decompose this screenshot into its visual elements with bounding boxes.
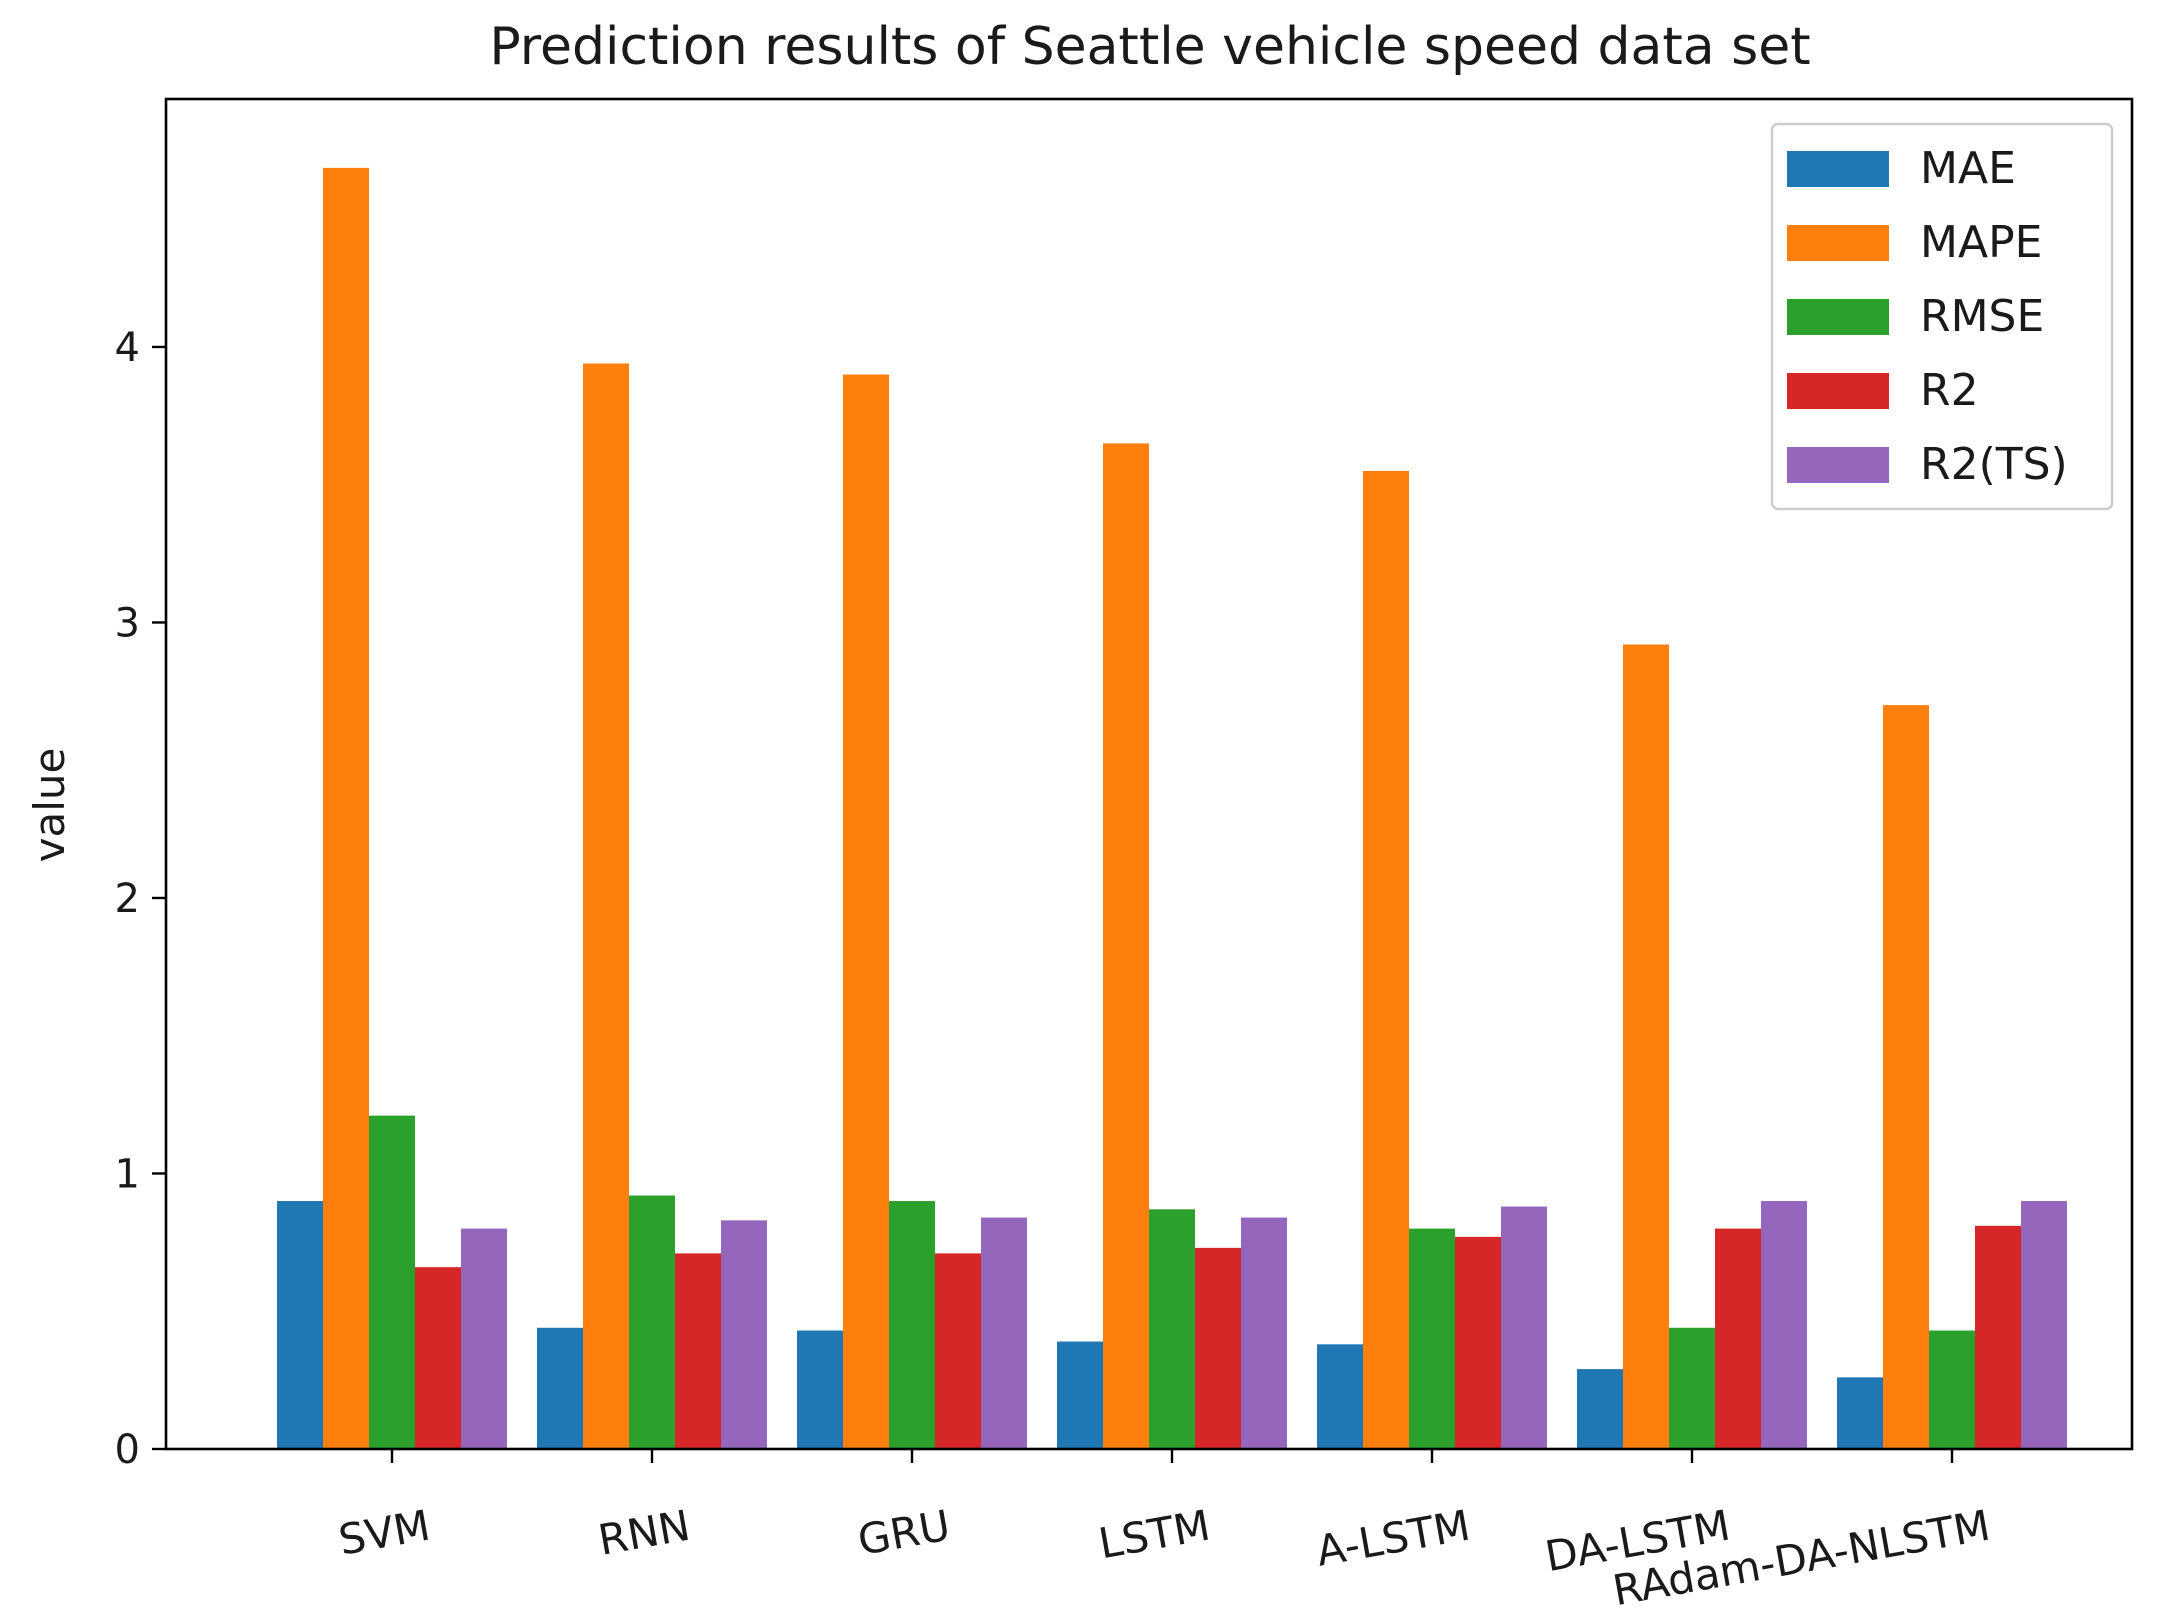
- x-tick-label: RNN: [595, 1501, 694, 1565]
- bar-r2-gru: [935, 1253, 981, 1449]
- bar-mae-lstm: [1057, 1341, 1103, 1449]
- bar-mae-gru: [797, 1330, 843, 1449]
- legend-swatch: [1787, 447, 1889, 483]
- plot-frame: [164, 97, 2134, 1451]
- y-tick-label: 2: [115, 876, 140, 922]
- x-tick-label: SVM: [335, 1501, 434, 1565]
- bar-r2-rnn: [675, 1253, 721, 1449]
- bar-rmse-svm: [369, 1115, 415, 1449]
- legend-box: [1770, 122, 2114, 511]
- bars-group: [277, 167, 2067, 1449]
- legend-label: R2: [1920, 365, 1979, 416]
- bar-mae-da-lstm: [1577, 1369, 1623, 1449]
- bar-r2-ts--svm: [461, 1228, 507, 1449]
- bar-mae-radam-da-nlstm: [1837, 1377, 1883, 1449]
- x-tick-label: GRU: [854, 1501, 954, 1565]
- bar-mape-a-lstm: [1363, 470, 1409, 1449]
- x-tick-label: LSTM: [1095, 1501, 1214, 1569]
- legend-label: MAPE: [1920, 217, 2042, 268]
- bar-r2-a-lstm: [1455, 1236, 1501, 1449]
- bar-rmse-da-lstm: [1669, 1327, 1715, 1449]
- bar-r2-da-lstm: [1715, 1228, 1761, 1449]
- bar-mape-lstm: [1103, 443, 1149, 1449]
- bar-mape-radam-da-nlstm: [1883, 705, 1929, 1449]
- bar-rmse-gru: [889, 1201, 935, 1449]
- bar-mape-svm: [323, 167, 369, 1449]
- legend-swatch: [1787, 373, 1889, 409]
- chart-title: Prediction results of Seattle vehicle sp…: [489, 17, 1810, 77]
- legend-swatch: [1787, 299, 1889, 335]
- y-ticks: 0 1 2 3 4: [115, 325, 166, 1473]
- bar-rmse-a-lstm: [1409, 1228, 1455, 1449]
- bar-mae-svm: [277, 1201, 323, 1449]
- bar-mape-da-lstm: [1623, 644, 1669, 1449]
- x-tick-label: A-LSTM: [1313, 1501, 1474, 1576]
- bar-r2-ts--gru: [981, 1217, 1027, 1449]
- bar-mape-gru: [843, 374, 889, 1449]
- legend-label: MAE: [1920, 143, 2016, 194]
- y-tick-label: 4: [115, 325, 140, 371]
- bar-r2-lstm: [1195, 1247, 1241, 1449]
- bar-mape-rnn: [583, 363, 629, 1449]
- bar-mae-a-lstm: [1317, 1344, 1363, 1449]
- legend-swatch: [1787, 225, 1889, 261]
- bar-mae-rnn: [537, 1327, 583, 1449]
- legend-swatch: [1787, 151, 1889, 187]
- legend: MAE MAPE RMSE R2 R2(TS): [1770, 122, 2114, 511]
- bar-r2-ts--da-lstm: [1761, 1201, 1807, 1449]
- y-tick-label: 3: [115, 600, 140, 646]
- y-tick-label: 1: [115, 1151, 140, 1197]
- bar-r2-ts--lstm: [1241, 1217, 1287, 1449]
- bar-rmse-rnn: [629, 1195, 675, 1449]
- bar-r2-svm: [415, 1267, 461, 1449]
- bar-r2-radam-da-nlstm: [1975, 1225, 2021, 1449]
- bar-r2-ts--rnn: [721, 1220, 767, 1449]
- legend-label: R2(TS): [1920, 439, 2068, 490]
- bar-r2-ts--radam-da-nlstm: [2021, 1201, 2067, 1449]
- y-axis-label: value: [25, 748, 74, 863]
- bar-rmse-lstm: [1149, 1209, 1195, 1449]
- bar-rmse-radam-da-nlstm: [1929, 1330, 1975, 1449]
- bar-r2-ts--a-lstm: [1501, 1206, 1547, 1449]
- y-tick-label: 0: [115, 1427, 140, 1473]
- legend-label: RMSE: [1920, 291, 2044, 342]
